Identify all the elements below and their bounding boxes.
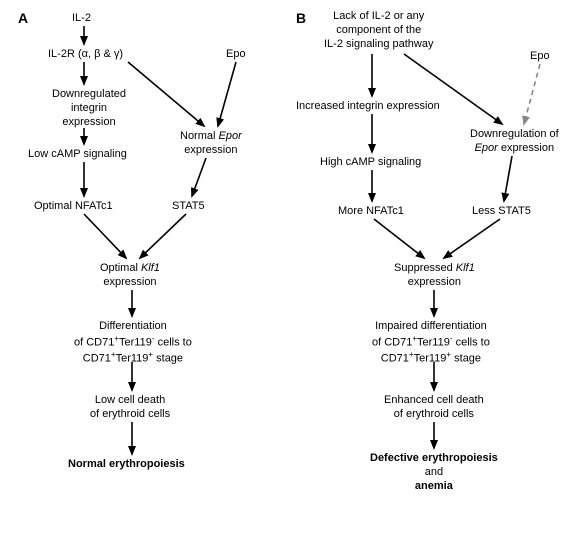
panelB-node-highcamp: High cAMP signaling	[320, 156, 421, 170]
panelA-node-il2: IL-2	[72, 12, 91, 26]
panelB-arrow-6	[374, 219, 424, 258]
panelB-arrow-5	[504, 156, 512, 201]
panelB-node-enhdeath: Enhanced cell deathof erythroid cells	[384, 394, 484, 422]
panelB-node-incint: Increased integrin expression	[296, 100, 440, 114]
panelB-node-downepor: Downregulation ofEpor expression	[470, 128, 559, 156]
panelB-node-supklf1: Suppressed Klf1expression	[394, 262, 475, 290]
panelB-node-defect: Defective erythropoiesisandanemia	[370, 452, 498, 493]
panelB-node-lack: Lack of IL-2 or anycomponent of theIL-2 …	[324, 10, 433, 51]
panelA-node-lowcamp: Low cAMP signaling	[28, 148, 127, 162]
panelB-node-epo: Epo	[530, 50, 550, 64]
panelA-arrow-6	[192, 158, 206, 196]
panelB-arrow-7	[444, 219, 500, 258]
panelA-node-diff: Differentiationof CD71+Ter119- cells toC…	[74, 320, 192, 367]
panelA-node-stat5: STAT5	[172, 200, 205, 214]
panelA-node-klf1: Optimal Klf1expression	[100, 262, 160, 290]
panelA-arrow-7	[84, 214, 126, 258]
panelB-node-impdiff: Impaired differentiationof CD71+Ter119- …	[372, 320, 490, 367]
panelA-node-epor: Normal Eporexpression	[180, 130, 242, 158]
panelA-node-il2r: IL-2R (α, β & γ)	[48, 48, 123, 62]
panel-b-label: B	[296, 10, 306, 26]
panelA-node-nfatc1: Optimal NFATc1	[34, 200, 113, 214]
panelB-node-morenfat: More NFATc1	[338, 205, 404, 219]
panelA-arrow-8	[140, 214, 186, 258]
panel-a-label: A	[18, 10, 28, 26]
panelA-node-normal: Normal erythropoiesis	[68, 458, 185, 472]
panelA-node-epo: Epo	[226, 48, 246, 62]
panelB-node-lessstat: Less STAT5	[472, 205, 531, 219]
panelA-arrow-4	[128, 62, 204, 126]
panelA-node-downreg: Downregulatedintegrinexpression	[52, 88, 126, 129]
panelB-arrow-4	[524, 64, 540, 124]
panelA-node-lowdeath: Low cell deathof erythroid cells	[90, 394, 170, 422]
panelA-arrow-5	[218, 62, 236, 126]
